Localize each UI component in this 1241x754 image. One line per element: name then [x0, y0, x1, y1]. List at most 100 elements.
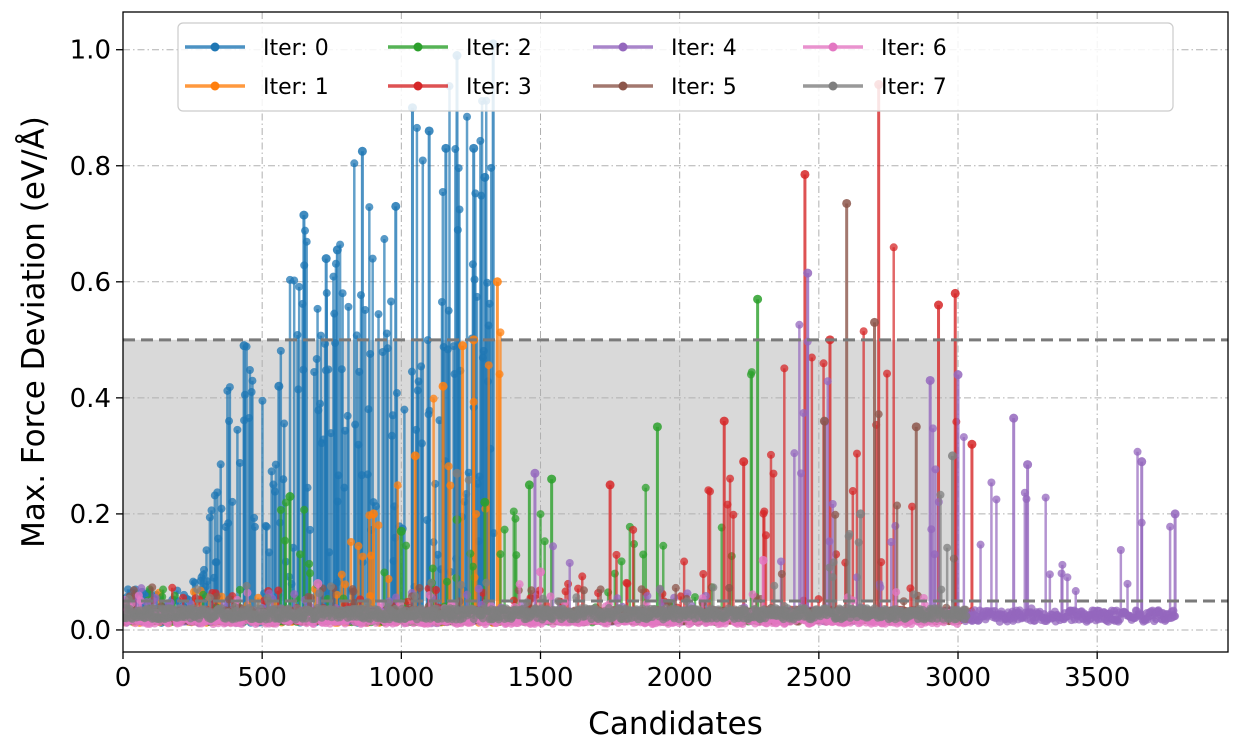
data-point: [623, 579, 632, 588]
data-point: [262, 522, 271, 531]
data-point: [217, 504, 226, 513]
data-point: [350, 159, 359, 168]
data-point: [306, 569, 315, 578]
data-point: [344, 302, 353, 311]
data-point: [540, 537, 549, 546]
data-point: [629, 525, 638, 534]
peak-point: [299, 210, 309, 220]
data-point: [726, 474, 735, 483]
peak-point: [391, 201, 401, 211]
peak-point: [492, 277, 502, 287]
data-point: [442, 577, 451, 586]
data-point: [387, 297, 396, 306]
data-point: [780, 364, 789, 373]
data-point: [402, 541, 411, 550]
data-point: [352, 331, 361, 340]
data-point: [699, 569, 708, 578]
data-point: [429, 394, 438, 403]
data-point: [612, 550, 621, 559]
data-point: [276, 506, 285, 515]
data-point: [306, 525, 315, 534]
data-point: [338, 289, 347, 298]
peak-point: [396, 526, 406, 536]
data-point: [374, 310, 383, 319]
data-point: [729, 510, 738, 519]
peak-point: [480, 172, 490, 182]
data-point: [235, 585, 244, 594]
data-point: [267, 467, 276, 476]
data-point: [233, 425, 242, 434]
peak-point: [469, 143, 479, 153]
data-point: [225, 383, 234, 392]
data-point: [509, 507, 518, 516]
data-point: [207, 506, 216, 515]
peak-point: [480, 497, 490, 507]
data-point: [303, 483, 312, 492]
data-point: [295, 282, 304, 291]
data-point: [641, 483, 650, 492]
data-point: [706, 487, 715, 496]
data-point: [168, 583, 177, 592]
peak-point: [753, 294, 763, 304]
data-point: [316, 331, 325, 340]
data-point: [380, 568, 389, 577]
data-point: [290, 276, 299, 285]
data-point: [444, 462, 453, 471]
peak-point: [458, 341, 468, 351]
data-point: [464, 468, 473, 477]
data-point: [374, 521, 383, 530]
data-point: [296, 550, 305, 559]
data-point: [760, 507, 769, 516]
peak-point: [410, 451, 420, 461]
data-point: [761, 531, 770, 540]
data-point: [341, 580, 350, 589]
data-point: [468, 562, 477, 571]
data-point: [418, 156, 427, 165]
data-point: [747, 368, 756, 377]
data-point: [500, 525, 509, 534]
data-point: [159, 585, 168, 594]
data-point: [250, 513, 259, 522]
peak-point: [524, 480, 534, 490]
data-point: [305, 559, 314, 568]
peak-point: [321, 254, 331, 264]
data-point: [536, 510, 545, 519]
data-point: [512, 551, 521, 560]
data-point: [250, 522, 259, 531]
data-point: [432, 586, 441, 595]
data-point: [400, 405, 409, 414]
data-point: [235, 458, 244, 467]
data-point: [463, 112, 472, 121]
data-point: [346, 537, 355, 546]
data-point: [245, 365, 254, 374]
data-point: [213, 488, 222, 497]
peak-point: [332, 245, 342, 255]
peak-point: [369, 509, 379, 519]
data-point: [228, 497, 237, 506]
peak-point: [285, 491, 295, 501]
data-point: [769, 469, 778, 478]
data-point: [496, 550, 505, 559]
data-point: [358, 552, 367, 561]
data-point: [313, 304, 322, 313]
peak-point: [239, 341, 249, 351]
data-point: [766, 450, 775, 459]
data-point: [332, 590, 341, 599]
data-point: [383, 344, 392, 353]
data-point: [484, 361, 493, 370]
data-point: [280, 419, 289, 428]
peak-point: [274, 381, 284, 391]
data-point: [274, 586, 283, 595]
data-point: [365, 203, 374, 212]
data-point: [509, 596, 518, 605]
data-point: [276, 346, 285, 355]
data-point: [258, 396, 267, 405]
peak-point: [441, 143, 451, 153]
peak-point: [438, 381, 448, 391]
data-point: [337, 570, 346, 579]
data-point: [202, 546, 211, 555]
peak-point: [357, 146, 367, 156]
data-point: [380, 235, 389, 244]
data-point: [368, 254, 377, 263]
data-point: [680, 557, 689, 566]
